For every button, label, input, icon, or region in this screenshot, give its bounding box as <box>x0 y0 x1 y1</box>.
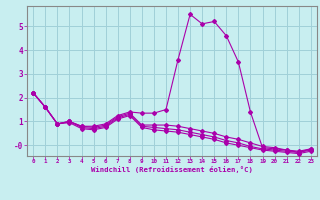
X-axis label: Windchill (Refroidissement éolien,°C): Windchill (Refroidissement éolien,°C) <box>91 166 253 173</box>
